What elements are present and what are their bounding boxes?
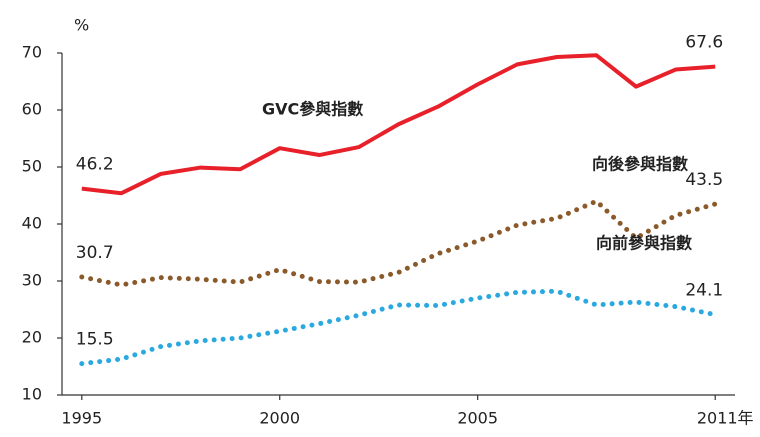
x-tick-label: 2011年: [697, 409, 754, 428]
y-tick-label: 10: [22, 385, 42, 404]
series-name: 向前參與指數: [596, 234, 692, 253]
data-label: 43.5: [685, 170, 723, 190]
series-line: [81, 53, 716, 196]
y-tick-label: 50: [22, 157, 42, 176]
series-name: GVC參與指數: [262, 100, 363, 119]
y-tick-label: 30: [22, 271, 42, 290]
data-label: 67.6: [685, 33, 723, 53]
x-tick-label: 1995: [61, 409, 102, 428]
y-axis-label: %: [74, 16, 89, 35]
data-label: 30.7: [76, 243, 114, 263]
y-tick-label: 40: [22, 214, 42, 233]
y-tick-label: 70: [22, 43, 42, 62]
series-line: [79, 198, 718, 288]
series-line: [79, 288, 718, 367]
y-tick-label: 60: [22, 100, 42, 119]
y-tick-label: 20: [22, 328, 42, 347]
data-label: 46.2: [76, 155, 114, 175]
x-tick-label: 2000: [259, 409, 300, 428]
data-label: 15.5: [76, 330, 114, 350]
data-label: 24.1: [685, 281, 723, 301]
x-tick-label: 2005: [457, 409, 498, 428]
series-name: 向後參與指數: [592, 155, 688, 174]
